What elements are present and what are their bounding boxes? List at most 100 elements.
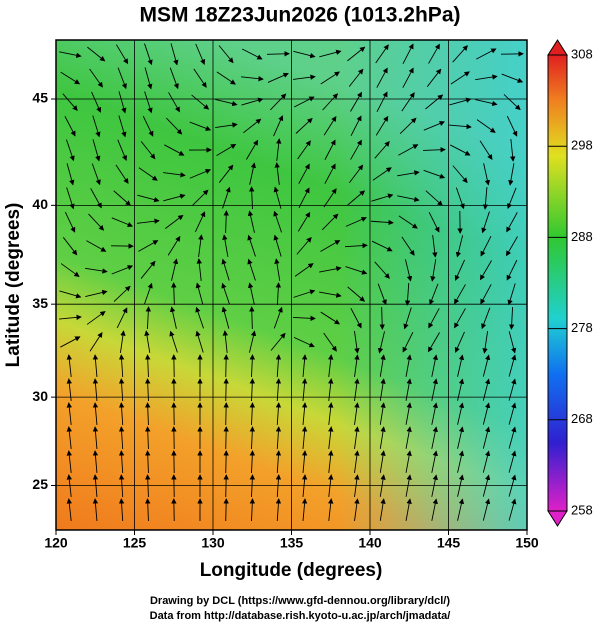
streamline-arrow	[86, 240, 107, 252]
streamline-arrow	[371, 193, 394, 202]
streamline-arrow	[92, 354, 99, 377]
streamline-arrow	[115, 44, 129, 65]
streamline-arrow	[196, 258, 202, 281]
streamline-arrow	[405, 498, 412, 521]
streamline-arrow	[426, 68, 442, 87]
streamline-arrow	[480, 235, 492, 257]
streamline-arrow	[301, 450, 308, 473]
streamline-arrow	[402, 43, 414, 64]
streamline-arrow	[144, 67, 153, 90]
streamline-arrow	[506, 259, 518, 281]
streamline-arrow	[301, 402, 308, 425]
streamline-arrow	[457, 450, 465, 473]
streamline-arrow	[247, 234, 256, 257]
streamline-arrow	[62, 237, 78, 256]
streamline-arrow	[354, 426, 360, 449]
streamline-arrow	[324, 163, 336, 184]
x-tick-label: 125	[123, 535, 147, 551]
streamline-arrow	[144, 91, 153, 114]
streamline-arrow	[275, 426, 282, 450]
streamline-arrow	[118, 450, 125, 474]
streamline-arrow	[215, 98, 238, 107]
y-axis-label: Latitude (degrees)	[3, 203, 24, 368]
streamline-arrow	[323, 188, 337, 208]
streamline-arrow	[274, 258, 281, 281]
streamline-arrow	[320, 71, 340, 85]
streamline-arrow	[402, 67, 414, 88]
streamline-arrow	[423, 121, 446, 131]
colorbar-tick-label: 288	[571, 229, 593, 244]
streamline-arrow	[275, 450, 282, 474]
streamline-arrow	[422, 147, 446, 153]
streamline-arrow	[482, 331, 489, 354]
streamline-arrow	[221, 258, 230, 281]
streamline-arrow	[506, 236, 518, 257]
streamline-arrow	[274, 162, 280, 185]
streamline-arrow	[137, 194, 160, 203]
streamline-arrow	[506, 212, 518, 233]
streamline-arrow	[425, 190, 443, 206]
y-tick-label: 35	[32, 295, 48, 311]
streamline-arrow	[328, 474, 334, 497]
streamline-arrow	[241, 48, 263, 60]
streamline-arrow	[243, 118, 262, 134]
streamline-arrow	[379, 498, 386, 521]
streamline-arrow	[449, 123, 472, 130]
x-tick-label: 150	[515, 535, 539, 551]
streamline-arrow	[168, 92, 180, 113]
streamline-arrow	[479, 140, 493, 161]
streamline-arrow	[292, 315, 316, 322]
streamline-arrow	[509, 139, 516, 162]
streamline-arrow	[241, 76, 264, 82]
streamline-arrow	[399, 117, 417, 135]
streamline-arrow	[508, 354, 517, 377]
streamline-arrow	[324, 139, 336, 160]
streamline-arrow	[294, 263, 314, 277]
streamline-arrow	[59, 51, 82, 58]
streamline-arrow	[140, 260, 156, 279]
streamline-arrow	[92, 402, 99, 425]
streamline-arrow	[138, 167, 158, 181]
colorbar-tick-label: 298	[571, 138, 593, 153]
streamline-arrow	[118, 115, 127, 138]
streamline-arrow	[218, 45, 234, 64]
streamline-arrow	[195, 282, 204, 305]
streamline-arrow	[59, 290, 82, 299]
streamline-arrow	[454, 284, 466, 305]
streamline-arrow	[276, 138, 282, 161]
colorbar	[547, 54, 568, 512]
streamline-arrow	[145, 498, 151, 522]
credit-data: Data from http://database.rish.kyoto-u.a…	[150, 610, 451, 622]
streamline-arrow	[118, 402, 125, 426]
streamline-arrow	[145, 474, 151, 498]
streamline-arrow	[164, 144, 185, 156]
streamline-arrow	[117, 67, 127, 90]
streamline-arrow	[166, 117, 183, 135]
streamline-arrow	[375, 115, 389, 136]
streamline-arrow	[323, 115, 337, 136]
streamline-arrow	[405, 426, 412, 449]
streamline-arrow	[345, 266, 368, 275]
streamline-arrow	[428, 43, 440, 64]
streamline-arrow	[91, 163, 101, 186]
streamline-arrow	[191, 94, 210, 110]
streamline-arrow	[401, 236, 415, 256]
streamline-arrow	[117, 139, 127, 161]
streamline-arrow	[275, 282, 282, 306]
streamline-arrow	[457, 426, 465, 449]
streamline-arrow	[377, 283, 387, 306]
streamline-arrow	[431, 498, 438, 521]
streamline-arrow	[247, 282, 255, 305]
streamline-arrow	[403, 307, 412, 330]
streamline-arrow	[66, 163, 75, 186]
streamline-arrow	[328, 426, 334, 449]
streamline-arrow	[429, 283, 439, 306]
streamline-arrow	[193, 68, 207, 88]
streamline-arrow	[87, 46, 106, 62]
streamline-arrow	[218, 164, 234, 183]
streamline-arrow	[171, 282, 177, 306]
streamline-arrow	[450, 144, 471, 156]
streamline-arrow	[270, 332, 286, 351]
streamline-arrow	[89, 332, 103, 352]
